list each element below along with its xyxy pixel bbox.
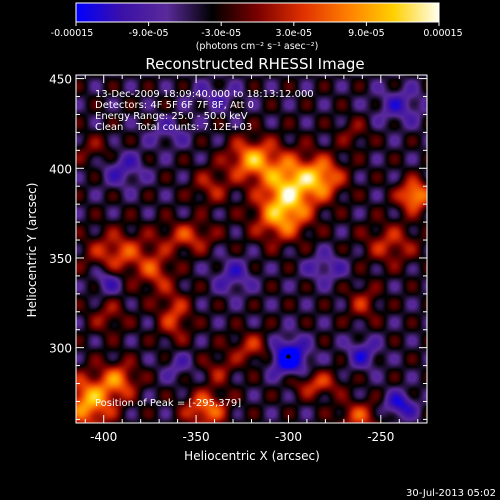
chart-title: Reconstructed RHESSI Image	[145, 55, 364, 73]
x-tick-label: -350	[182, 430, 209, 444]
colorbar-unit-label: (photons cm⁻² s⁻¹ asec⁻²)	[196, 41, 319, 52]
x-axis-label: Heliocentric X (arcsec)	[184, 449, 320, 463]
colorbar-ticks: -0.00015 -9.0e-05 -3.0e-05 3.0e-05 9.0e-05 0.…	[51, 22, 463, 39]
annotation-peak-position: Position of Peak = [-295,379]	[95, 398, 241, 409]
y-tick-label: 450	[49, 73, 72, 87]
annotation-block: 13-Dec-2009 18:09:40.000 to 18:13:12.000…	[95, 89, 314, 133]
axes: -400 -350 -300 -250 300 350 400 450	[49, 73, 427, 444]
colorbar	[75, 2, 440, 23]
y-tick-label: 400	[49, 162, 72, 176]
annotation-time-range: 13-Dec-2009 18:09:40.000 to 18:13:12.000	[95, 89, 314, 100]
y-tick-label: 350	[49, 252, 72, 266]
x-tick-label: -400	[90, 430, 117, 444]
colorbar-tick-label: -3.0e-05	[201, 28, 241, 39]
annotation-detectors: Detectors: 4F 5F 6F 7F 8F, Att 0	[95, 100, 254, 111]
colorbar-tick-label: -0.00015	[51, 28, 94, 39]
heatmap-image	[76, 75, 427, 423]
footer-date: 30-Jul-2013 05:02	[406, 488, 496, 499]
colorbar-tick-label: -9.0e-05	[129, 28, 169, 39]
colorbar-tick-label: 9.0e-05	[348, 28, 384, 39]
peak-marker	[286, 354, 291, 359]
x-tick-label: -300	[275, 430, 302, 444]
colorbar-tick-label: 0.00015	[423, 28, 462, 39]
x-tick-label: -250	[367, 430, 394, 444]
colorbar-tick-label: 3.0e-05	[276, 28, 312, 39]
annotation-clean-counts: Clean Total counts: 7.12E+03	[95, 122, 252, 133]
y-tick-label: 300	[49, 342, 72, 356]
y-axis-label: Heliocentric Y (arcsec)	[25, 183, 39, 318]
annotation-energy-range: Energy Range: 25.0 - 50.0 keV	[95, 111, 248, 122]
